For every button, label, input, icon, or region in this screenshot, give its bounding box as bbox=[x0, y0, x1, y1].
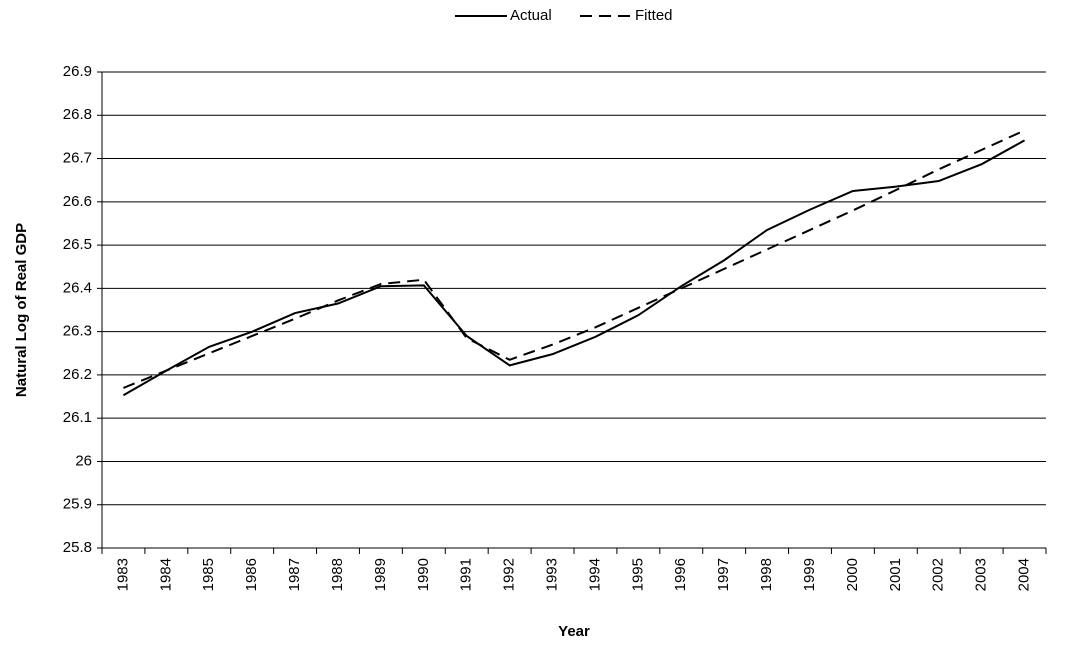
x-tick-label: 1984 bbox=[157, 558, 174, 591]
legend-label: Actual bbox=[510, 7, 552, 24]
x-tick-label: 1992 bbox=[501, 558, 518, 591]
x-tick-label: 1998 bbox=[758, 558, 775, 591]
x-tick-label: 2003 bbox=[973, 558, 990, 591]
x-tick-label: 1989 bbox=[372, 558, 389, 591]
series-line bbox=[123, 129, 1025, 389]
y-tick-label: 26.6 bbox=[63, 193, 92, 210]
x-tick-label: 1988 bbox=[329, 558, 346, 591]
x-tick-label: 1996 bbox=[672, 558, 689, 591]
series-line bbox=[122, 139, 1026, 397]
y-tick-label: 25.9 bbox=[63, 496, 92, 513]
x-tick-label: 2000 bbox=[844, 558, 861, 591]
y-tick-label: 26.3 bbox=[63, 323, 92, 340]
x-axis-title: Year bbox=[558, 623, 590, 640]
x-tick-label: 1997 bbox=[715, 558, 732, 591]
y-axis-title: Natural Log of Real GDP bbox=[13, 223, 30, 397]
x-tick-label: 1995 bbox=[629, 558, 646, 591]
y-tick-label: 26.8 bbox=[63, 106, 92, 123]
y-tick-label: 26.4 bbox=[63, 279, 92, 296]
y-tick-label: 26 bbox=[75, 452, 92, 469]
x-tick-label: 1983 bbox=[114, 558, 131, 591]
y-tick-label: 26.5 bbox=[63, 236, 92, 253]
y-tick-label: 26.7 bbox=[63, 150, 92, 167]
y-tick-label: 26.1 bbox=[63, 409, 92, 426]
x-tick-label: 2001 bbox=[887, 558, 904, 591]
x-tick-label: 1999 bbox=[801, 558, 818, 591]
legend-label: Fitted bbox=[635, 7, 673, 24]
y-tick-label: 25.8 bbox=[63, 539, 92, 556]
x-tick-label: 1987 bbox=[286, 558, 303, 591]
x-tick-label: 1990 bbox=[415, 558, 432, 591]
y-tick-label: 26.2 bbox=[63, 366, 92, 383]
x-tick-label: 1986 bbox=[243, 558, 260, 591]
x-tick-label: 1994 bbox=[586, 558, 603, 591]
x-tick-label: 2002 bbox=[930, 558, 947, 591]
x-tick-label: 1993 bbox=[544, 558, 561, 591]
x-tick-label: 1991 bbox=[458, 558, 475, 591]
x-tick-label: 1985 bbox=[200, 558, 217, 591]
y-tick-label: 26.9 bbox=[63, 63, 92, 80]
x-tick-label: 2004 bbox=[1016, 558, 1033, 591]
